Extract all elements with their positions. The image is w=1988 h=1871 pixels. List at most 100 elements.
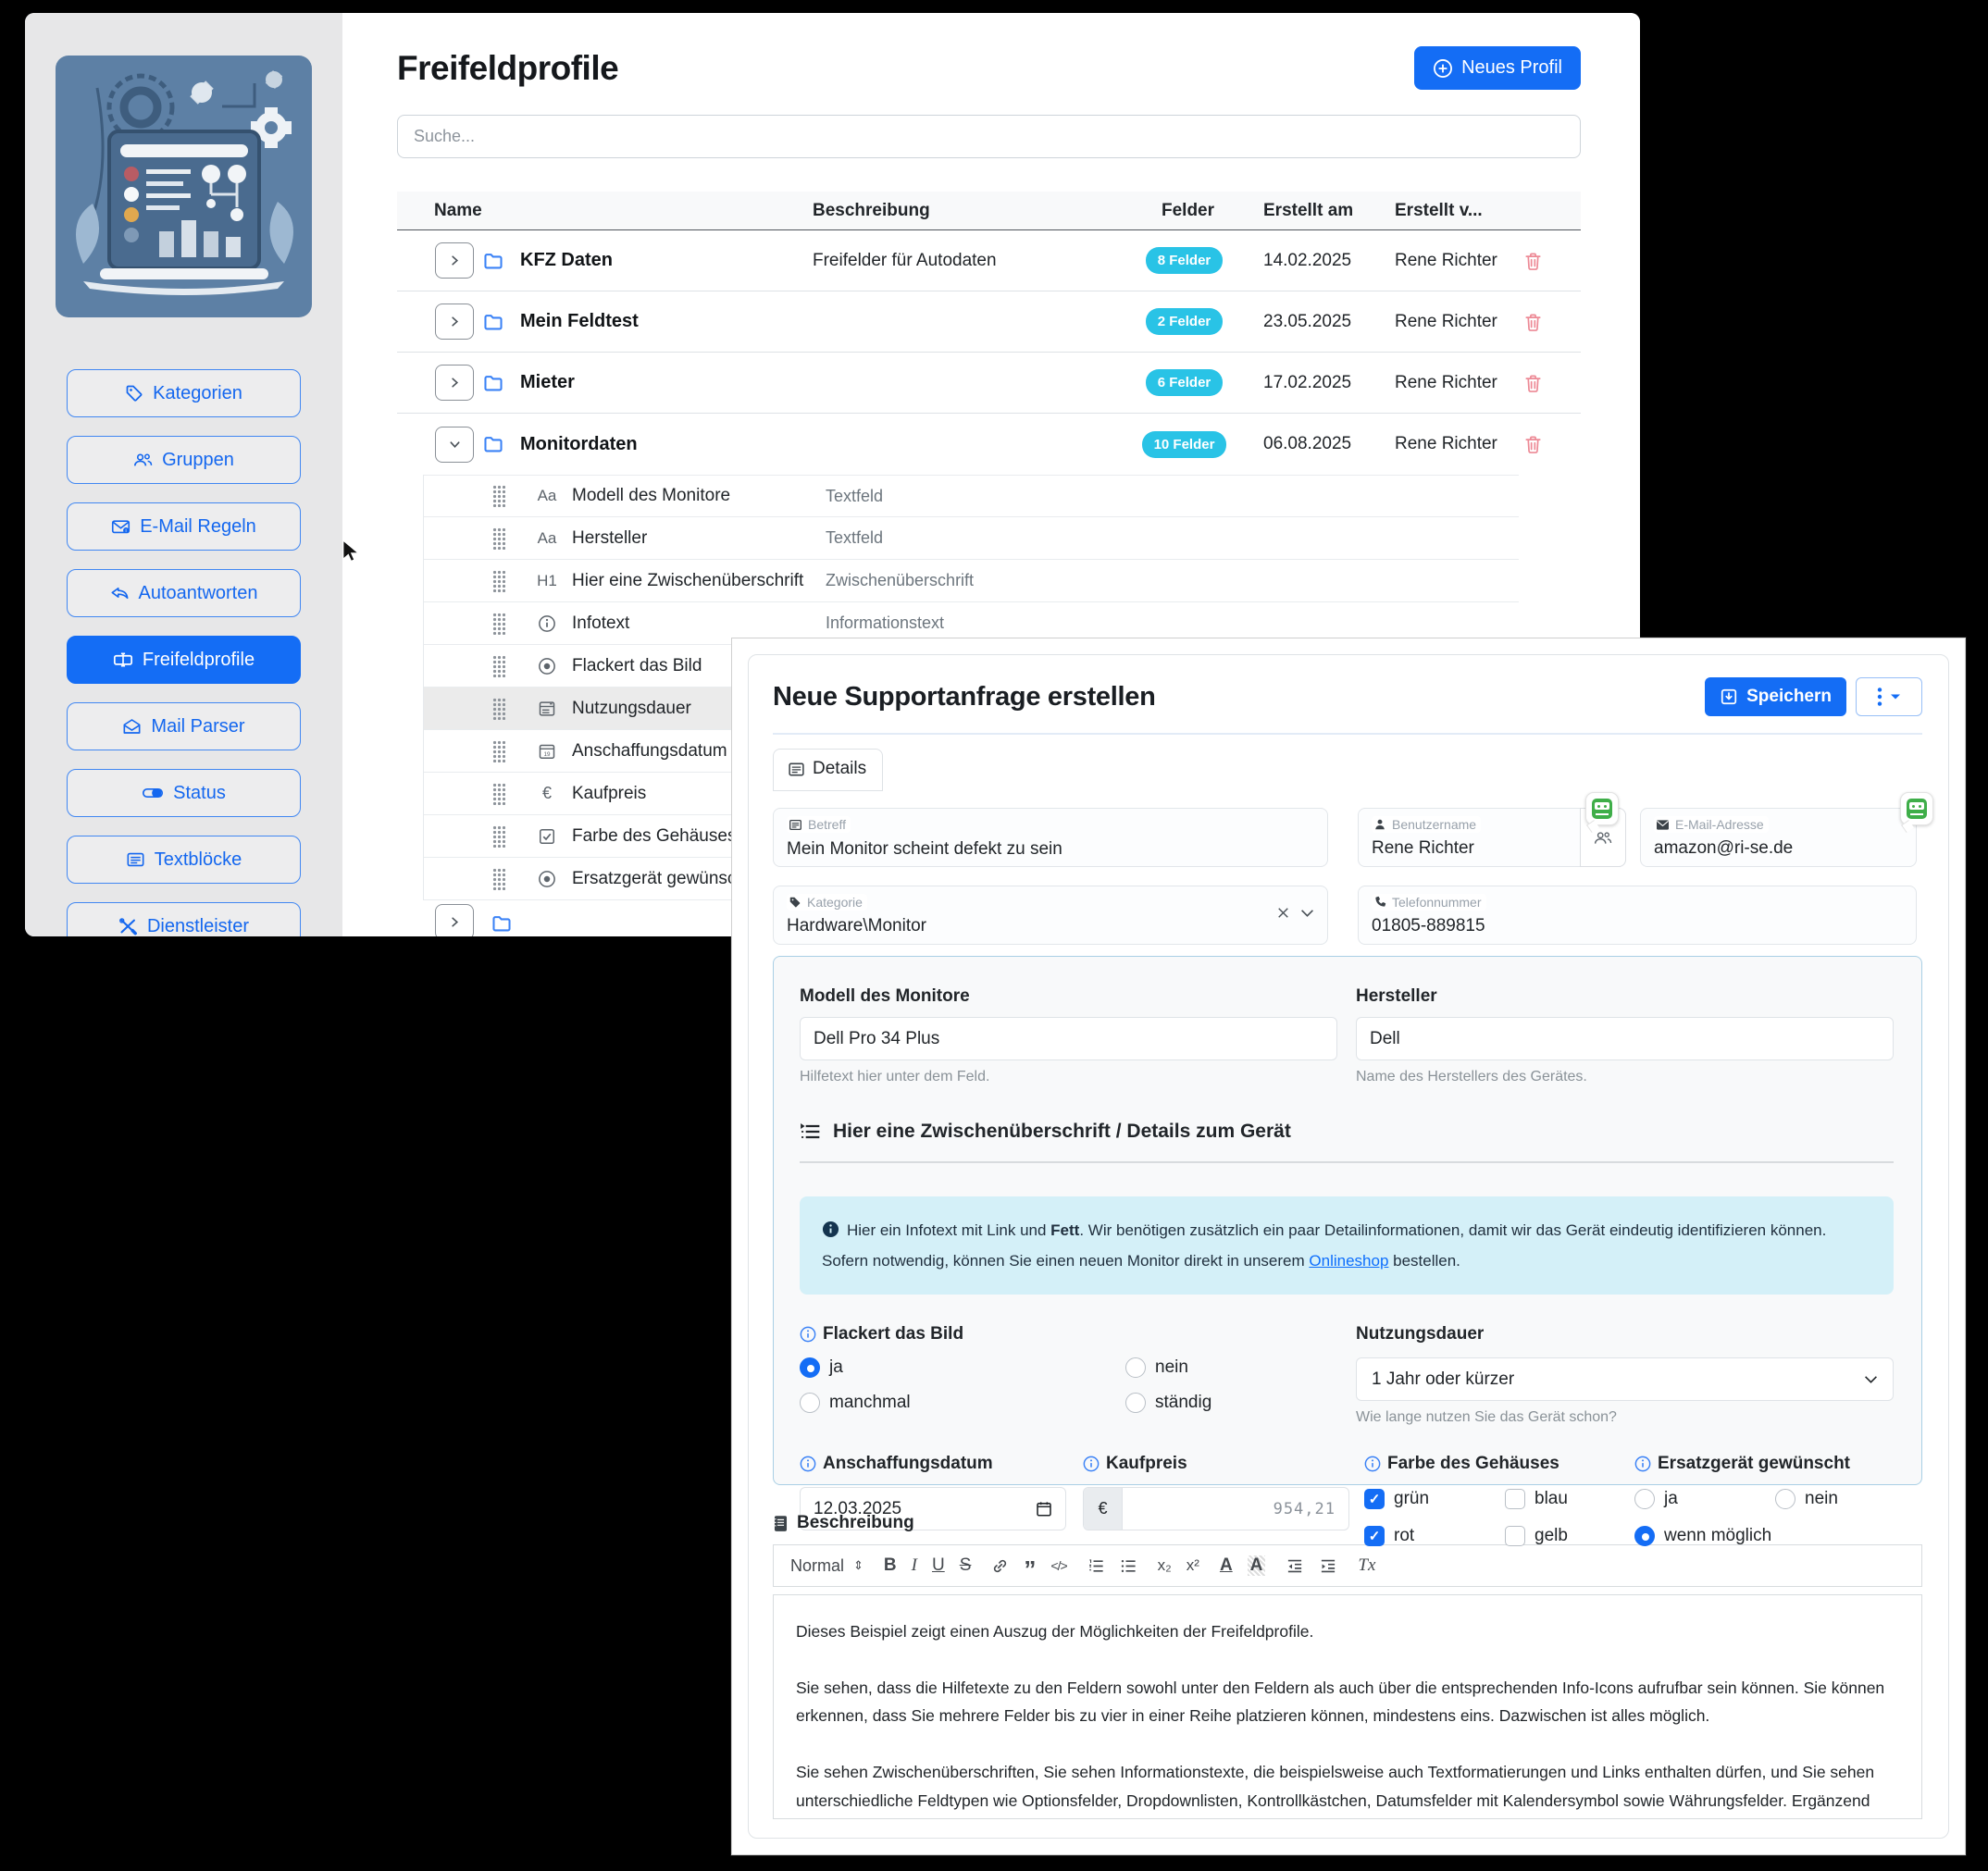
betreff-field[interactable]: Betreff Mein Monitor scheint defekt zu s… <box>773 808 1328 867</box>
clear-icon[interactable] <box>1275 905 1291 921</box>
sidebar-item-dienstleister[interactable]: Dienstleister <box>67 902 301 936</box>
radio-ersatz-wenn-moeglich[interactable]: wenn möglich <box>1634 1526 1903 1547</box>
sidebar-item-email-regeln[interactable]: i E-Mail Regeln <box>67 502 301 551</box>
info-circle-icon[interactable] <box>800 1326 816 1343</box>
checkbox-gelb[interactable]: gelb <box>1505 1526 1625 1547</box>
delete-button[interactable] <box>1523 434 1543 454</box>
radio-ersatz-ja[interactable]: ja <box>1634 1489 1775 1510</box>
price-input[interactable]: € 954,21 <box>1083 1487 1349 1531</box>
field-row[interactable]: Aa Modell des Monitore Textfeld <box>424 475 1519 517</box>
chevron-down-icon[interactable] <box>1300 909 1314 918</box>
radio-manchmal[interactable]: manchmal <box>800 1393 1125 1414</box>
drag-handle-icon[interactable] <box>492 697 505 720</box>
ordered-list-button[interactable] <box>1087 1557 1105 1575</box>
underline-button[interactable]: U <box>931 1555 945 1575</box>
table-header: Name Beschreibung Felder Erstellt am Ers… <box>397 192 1581 230</box>
subscript-button[interactable]: x₂ <box>1157 1556 1172 1574</box>
drag-handle-icon[interactable] <box>492 612 505 635</box>
nutzungsdauer-group: Nutzungsdauer 1 Jahr oder kürzer Wie lan… <box>1356 1324 1894 1426</box>
textfield-icon: Aa <box>537 487 557 504</box>
modell-field: Modell des Monitore Dell Pro 34 Plus Hil… <box>800 986 1337 1085</box>
radio-staendig[interactable]: ständig <box>1125 1393 1337 1414</box>
radio-nein[interactable]: nein <box>1125 1357 1337 1379</box>
sidebar-item-textbloecke[interactable]: Textblöcke <box>67 836 301 884</box>
tab-details[interactable]: Details <box>773 749 884 791</box>
new-profile-button[interactable]: Neues Profil <box>1414 46 1581 90</box>
collapse-button[interactable] <box>435 426 474 463</box>
sidebar-item-label: Autoantworten <box>138 582 258 603</box>
delete-button[interactable] <box>1523 373 1543 393</box>
calendar-icon: 19 <box>539 744 555 759</box>
search-input[interactable] <box>397 115 1581 158</box>
chevron-right-icon <box>451 917 458 927</box>
folder-icon <box>492 916 511 932</box>
date-input[interactable]: 12.03.2025 <box>800 1487 1066 1531</box>
field-row[interactable]: H1 Hier eine Zwischenüberschrift Zwische… <box>424 560 1519 602</box>
info-circle-icon <box>822 1220 839 1238</box>
info-circle-icon[interactable] <box>1364 1456 1381 1472</box>
sidebar-item-autoantworten[interactable]: Autoantworten <box>67 569 301 617</box>
text-color-button[interactable]: A <box>1219 1555 1233 1575</box>
sidebar-item-gruppen[interactable]: Gruppen <box>67 436 301 484</box>
drag-handle-icon[interactable] <box>492 739 505 762</box>
more-actions-button[interactable] <box>1856 677 1922 716</box>
mouse-cursor <box>342 539 361 563</box>
drag-handle-icon[interactable] <box>492 824 505 848</box>
blockquote-button[interactable]: ” <box>1024 1555 1037 1583</box>
sidebar-item-mail-parser[interactable]: Mail Parser <box>67 702 301 750</box>
expand-button[interactable] <box>435 365 474 401</box>
radio-ersatz-nein[interactable]: nein <box>1775 1489 1903 1510</box>
highlight-color-button[interactable]: A <box>1247 1555 1266 1576</box>
expand-button[interactable] <box>435 304 474 340</box>
code-button[interactable]: </> <box>1050 1558 1067 1573</box>
info-circle-icon[interactable] <box>800 1456 816 1472</box>
kategorie-field[interactable]: Kategorie Hardware\Monitor <box>773 886 1328 945</box>
onlineshop-link[interactable]: Onlineshop <box>1309 1252 1389 1270</box>
drag-handle-icon[interactable] <box>492 782 505 805</box>
info-circle-icon[interactable] <box>1083 1456 1100 1472</box>
richtext-editor[interactable]: Dieses Beispiel zeigt einen Auszug der M… <box>773 1594 1922 1819</box>
checkbox-rot[interactable]: ✓ rot <box>1364 1526 1505 1547</box>
expand-button[interactable] <box>435 242 474 279</box>
modell-input[interactable]: Dell Pro 34 Plus <box>800 1017 1337 1060</box>
strikethrough-button[interactable]: S <box>959 1555 972 1575</box>
hersteller-input[interactable]: Dell <box>1356 1017 1894 1060</box>
trash-icon <box>1524 253 1541 270</box>
superscript-button[interactable]: x² <box>1186 1556 1199 1574</box>
password-manager-badge[interactable] <box>1900 792 1935 833</box>
chevron-right-icon <box>451 378 458 388</box>
expand-button[interactable] <box>435 904 474 936</box>
save-button[interactable]: Speichern <box>1705 677 1846 716</box>
outdent-button[interactable] <box>1286 1557 1304 1575</box>
format-select[interactable]: Normal ⇕ <box>790 1555 864 1575</box>
drag-handle-icon[interactable] <box>492 485 505 507</box>
password-manager-badge[interactable] <box>1585 792 1621 833</box>
trash-icon <box>1524 436 1541 453</box>
sidebar-item-kategorien[interactable]: Kategorien <box>67 369 301 417</box>
email-field[interactable]: E-Mail-Adresse amazon@ri-se.de <box>1640 808 1917 867</box>
radio-icon <box>539 657 555 675</box>
indent-button[interactable] <box>1319 1557 1337 1575</box>
nutzungsdauer-select[interactable]: 1 Jahr oder kürzer <box>1356 1357 1894 1402</box>
drag-handle-icon[interactable] <box>492 569 505 592</box>
delete-button[interactable] <box>1523 251 1543 271</box>
delete-button[interactable] <box>1523 312 1543 332</box>
drag-handle-icon[interactable] <box>492 527 505 550</box>
sidebar-item-freifeldprofile[interactable]: Freifeldprofile <box>67 636 301 684</box>
radio-ja[interactable]: ja <box>800 1357 1125 1379</box>
field-row[interactable]: Aa Hersteller Textfeld <box>424 517 1519 560</box>
benutzername-field[interactable]: Benutzername Rene Richter <box>1358 808 1626 867</box>
unordered-list-button[interactable] <box>1120 1557 1137 1575</box>
sidebar-item-status[interactable]: Status <box>67 769 301 817</box>
checkbox-blau[interactable]: blau <box>1505 1489 1625 1510</box>
italic-button[interactable]: I <box>911 1555 917 1575</box>
checkbox-gruen[interactable]: ✓ grün <box>1364 1489 1505 1510</box>
info-circle-icon[interactable] <box>1634 1456 1651 1472</box>
link-button[interactable] <box>991 1557 1009 1575</box>
telefon-field[interactable]: Telefonnummer 01805-889815 <box>1358 886 1917 945</box>
bold-button[interactable]: B <box>883 1555 897 1575</box>
sidebar-item-label: Textblöcke <box>154 849 242 870</box>
clear-format-button[interactable]: Tx <box>1358 1555 1376 1575</box>
drag-handle-icon[interactable] <box>492 654 505 677</box>
drag-handle-icon[interactable] <box>492 867 505 890</box>
